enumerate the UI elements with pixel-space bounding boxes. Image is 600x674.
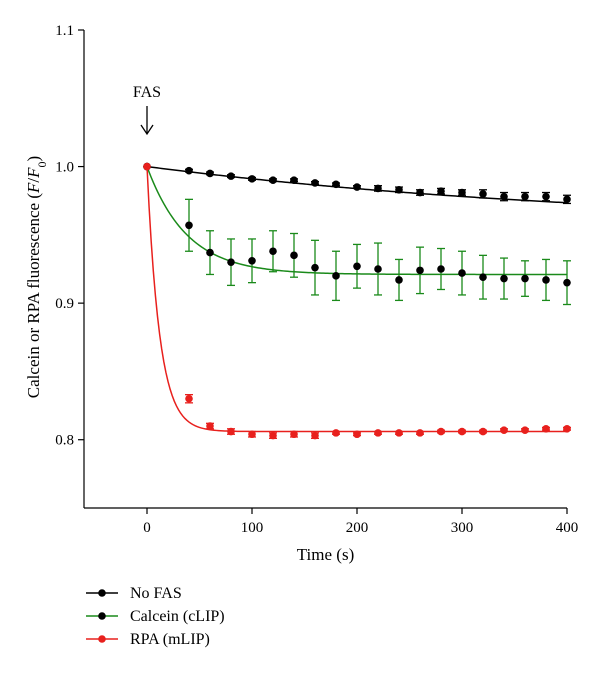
data-point-1-18 bbox=[542, 276, 550, 284]
data-point-2-14 bbox=[458, 427, 466, 436]
y-axis-label-var0: F bbox=[24, 167, 43, 179]
x-tick-label-100: 100 bbox=[241, 520, 264, 536]
legend-label-2: RPA (mLIP) bbox=[130, 631, 210, 648]
data-point-1-8 bbox=[332, 272, 340, 280]
legend-marker-2 bbox=[98, 635, 106, 643]
x-tick-label-400: 400 bbox=[556, 520, 579, 536]
data-point-2-1 bbox=[185, 394, 193, 403]
data-point-1-3 bbox=[227, 258, 235, 266]
data-point-1-19 bbox=[563, 278, 571, 287]
data-point-0-5 bbox=[269, 176, 277, 185]
x-tick-label-300: 300 bbox=[451, 520, 474, 536]
data-point-1-14 bbox=[458, 269, 466, 277]
fas-label: FAS bbox=[133, 84, 161, 101]
data-point-0-16 bbox=[500, 192, 508, 201]
data-point-0-14 bbox=[458, 188, 466, 197]
series-layer bbox=[143, 162, 571, 440]
legend-marker-0 bbox=[98, 589, 106, 597]
data-point-1-13 bbox=[437, 265, 445, 273]
legend-label-0: No FAS bbox=[130, 585, 182, 602]
data-point-0-12 bbox=[416, 188, 424, 197]
data-point-2-16 bbox=[500, 426, 508, 434]
data-point-0-3 bbox=[227, 172, 235, 180]
x-tick-label-0: 0 bbox=[143, 520, 151, 536]
data-point-2-18 bbox=[542, 424, 550, 433]
data-point-1-12 bbox=[416, 266, 424, 275]
data-point-2-8 bbox=[332, 429, 340, 437]
y-tick-label-1.0: 1.0 bbox=[55, 160, 74, 176]
series-0 bbox=[143, 162, 571, 205]
data-point-1-15 bbox=[479, 273, 487, 281]
data-point-2-15 bbox=[479, 427, 487, 436]
data-point-0-13 bbox=[437, 187, 445, 195]
data-point-2-4 bbox=[248, 430, 256, 439]
data-point-0-9 bbox=[353, 183, 361, 191]
data-point-2-13 bbox=[437, 427, 445, 436]
data-point-0-4 bbox=[248, 175, 256, 183]
data-point-2-12 bbox=[416, 429, 424, 437]
y-axis-label: Calcein or RPA fluorescence (F/F0) bbox=[24, 156, 49, 398]
data-point-1-10 bbox=[374, 265, 382, 273]
y-axis-label-slash: / bbox=[24, 178, 43, 183]
data-point-1-2 bbox=[206, 248, 214, 257]
data-point-0-10 bbox=[374, 184, 382, 193]
data-point-0-1 bbox=[185, 166, 193, 175]
data-point-2-19 bbox=[563, 424, 571, 433]
data-point-2-0 bbox=[143, 162, 151, 171]
y-axis-label-var: F bbox=[24, 182, 43, 194]
y-tick-label-0.9: 0.9 bbox=[55, 296, 74, 312]
fas-arrowhead-icon bbox=[140, 124, 154, 136]
data-point-0-18 bbox=[542, 192, 550, 201]
data-point-0-7 bbox=[311, 179, 319, 187]
data-point-0-15 bbox=[479, 190, 487, 198]
data-point-1-9 bbox=[353, 262, 361, 271]
data-point-1-5 bbox=[269, 247, 277, 256]
data-point-0-17 bbox=[521, 192, 529, 201]
y-axis-label-sub: 0 bbox=[35, 161, 49, 167]
data-point-2-9 bbox=[353, 430, 361, 439]
x-axis-label: Time (s) bbox=[297, 545, 354, 564]
legend-marker-1 bbox=[98, 612, 106, 620]
data-point-2-10 bbox=[374, 429, 382, 437]
data-point-1-7 bbox=[311, 263, 319, 272]
y-tick-label-1.1: 1.1 bbox=[55, 23, 74, 39]
axes: 0 100 200 300 400 0.8 0.9 1.0 1.1 bbox=[55, 23, 578, 536]
y-axis-label-suffix: ) bbox=[24, 156, 43, 162]
series-1 bbox=[143, 162, 571, 306]
data-point-1-16 bbox=[500, 274, 508, 283]
legend-label-1: Calcein (cLIP) bbox=[130, 608, 225, 625]
data-point-1-17 bbox=[521, 274, 529, 283]
data-point-0-11 bbox=[395, 185, 403, 194]
data-point-1-11 bbox=[395, 276, 403, 284]
data-point-1-1 bbox=[185, 221, 193, 230]
data-point-2-5 bbox=[269, 431, 277, 440]
data-point-2-2 bbox=[206, 422, 214, 430]
data-point-0-19 bbox=[563, 195, 571, 204]
data-point-2-7 bbox=[311, 431, 319, 440]
y-tick-label-0.8: 0.8 bbox=[55, 433, 74, 449]
data-point-2-3 bbox=[227, 427, 235, 436]
data-point-0-6 bbox=[290, 176, 298, 185]
data-point-0-8 bbox=[332, 180, 340, 189]
data-point-1-6 bbox=[290, 251, 298, 260]
data-point-2-6 bbox=[290, 430, 298, 439]
y-axis-label-prefix: Calcein or RPA fluorescence ( bbox=[24, 193, 43, 399]
series-2 bbox=[143, 162, 571, 440]
fas-annotation: FAS bbox=[133, 84, 161, 136]
data-point-1-4 bbox=[248, 257, 256, 265]
x-tick-label-200: 200 bbox=[346, 520, 369, 536]
data-point-2-11 bbox=[395, 429, 403, 437]
data-point-2-17 bbox=[521, 426, 529, 434]
data-point-0-2 bbox=[206, 169, 214, 178]
legend: No FAS Calcein (cLIP) RPA (mLIP) bbox=[86, 585, 225, 648]
